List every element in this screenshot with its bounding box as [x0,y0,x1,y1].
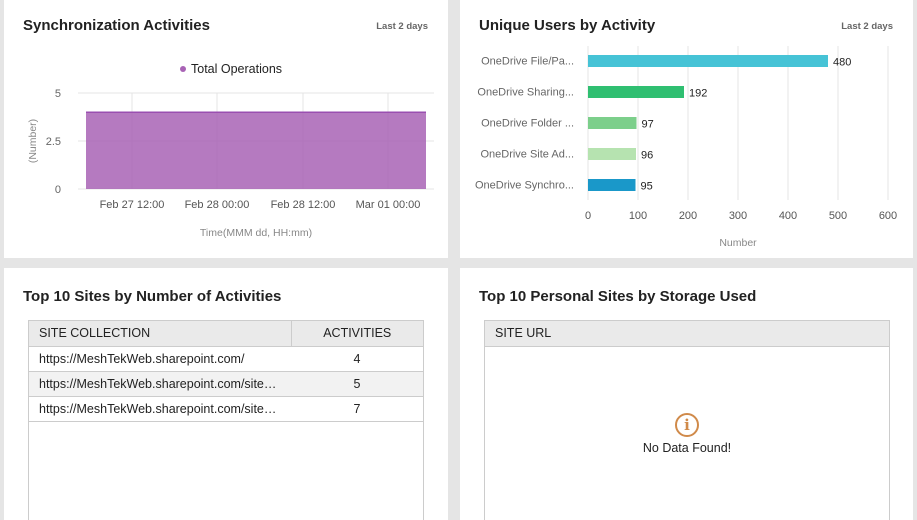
personal-sites-panel: Top 10 Personal Sites by Storage Used SI… [460,268,913,520]
sync-area-chart[interactable]: Total Operations 0 2.5 5 Feb 27 12:00 Feb 28 … [4,0,448,258]
x-tick-label: 0 [585,210,591,222]
column-header-site-url[interactable]: SITE URL [485,321,889,347]
no-data-message: No Data Found! [642,441,732,455]
y-tick-label: 0 [55,184,61,196]
bar [588,179,636,191]
site-url-cell[interactable]: https://MeshTekWeb.sharepoint.com/sites/… [29,371,291,397]
x-tick-label: Feb 27 12:00 [100,199,165,211]
sync-activities-panel: Synchronization Activities Last 2 days T… [4,0,448,258]
x-tick-label: Feb 28 00:00 [185,199,250,211]
y-tick-label: 2.5 [46,136,61,148]
category-label: OneDrive File/Pa... [481,56,574,68]
activity-count-cell: 7 [291,396,423,422]
x-axis-title: Time(MMM dd, HH:mm) [200,227,312,239]
bar-value-label: 480 [833,57,851,69]
bar [588,55,828,67]
bar [588,148,636,160]
personal-sites-table: SITE URL [485,321,889,347]
bar-value-label: 97 [642,119,654,131]
x-tick-label: 600 [879,210,897,222]
category-label: OneDrive Folder ... [481,118,574,130]
column-header-activities[interactable]: ACTIVITIES [290,321,423,347]
table-row[interactable]: https://MeshTekWeb.sharepoint.com/ 4 [29,346,423,372]
column-header-site-collection[interactable]: SITE COLLECTION [29,321,291,347]
y-tick-label: 5 [55,88,61,100]
info-circle-icon: i [675,413,699,437]
area-series-total-operations [86,112,426,189]
x-tick-label: 200 [679,210,697,222]
bar-value-label: 96 [641,150,653,162]
sites-table: SITE COLLECTION ACTIVITIES https://MeshT… [29,321,423,422]
activity-count-cell: 5 [291,371,423,397]
time-range-label: Last 2 days [841,21,893,32]
table-row[interactable]: https://MeshTekWeb.sharepoint.com/sites/… [29,396,423,422]
y-axis-title: (Number) [27,119,39,163]
activity-count-cell: 4 [291,346,423,372]
x-tick-label: Feb 28 12:00 [271,199,336,211]
chart-legend: Total Operations [180,62,282,76]
users-bar-chart[interactable]: 0 100 200 300 400 500 600 OneDrive File/Pa... 48… [460,0,913,258]
x-axis-title: Number [719,237,757,249]
panel-title: Unique Users by Activity [479,17,656,34]
time-range-label: Last 2 days [376,21,428,32]
panel-title: Synchronization Activities [23,17,210,34]
x-tick-label: 400 [779,210,797,222]
sites-table-container: SITE COLLECTION ACTIVITIES https://MeshT… [28,320,424,520]
site-url-cell[interactable]: https://MeshTekWeb.sharepoint.com/ [29,346,291,372]
top-sites-panel: Top 10 Sites by Number of Activities SIT… [4,268,448,520]
panel-title: Top 10 Sites by Number of Activities [23,288,282,305]
unique-users-panel: Unique Users by Activity Last 2 days 0 10… [460,0,913,258]
personal-sites-table-container: SITE URL i No Data Found! [484,320,890,520]
x-tick-label: 300 [729,210,747,222]
x-tick-label: Mar 01 00:00 [356,199,421,211]
bar-value-label: 95 [641,181,653,193]
empty-state: i No Data Found! [485,413,889,455]
bar [588,86,684,98]
category-label: OneDrive Site Ad... [480,149,574,161]
category-label: OneDrive Sharing... [477,87,574,99]
x-tick-label: 500 [829,210,847,222]
x-tick-label: 100 [629,210,647,222]
bar [588,117,637,129]
legend-marker [180,66,186,72]
category-label: OneDrive Synchro... [475,180,574,192]
legend-label: Total Operations [191,62,282,76]
panel-title: Top 10 Personal Sites by Storage Used [479,288,757,305]
site-url-cell[interactable]: https://MeshTekWeb.sharepoint.com/sites/… [29,396,291,422]
bar-value-label: 192 [689,88,707,100]
table-row[interactable]: https://MeshTekWeb.sharepoint.com/sites/… [29,371,423,397]
